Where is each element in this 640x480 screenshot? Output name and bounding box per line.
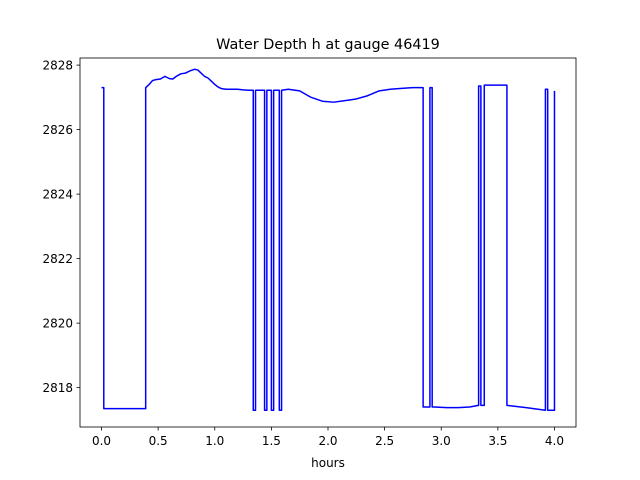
x-tick-label: 2.5 [375, 434, 394, 448]
x-tick-label: 3.5 [488, 434, 507, 448]
y-tick-label: 2822 [42, 252, 73, 266]
x-tick-label: 0.5 [149, 434, 168, 448]
x-tick-label: 1.5 [262, 434, 281, 448]
y-axis: 2818 2820 2822 2824 2826 2828 [42, 58, 80, 395]
y-tick-label: 2828 [42, 58, 73, 72]
x-axis-label: hours [311, 456, 345, 470]
y-tick-label: 2820 [42, 316, 73, 330]
x-tick-label: 3.0 [432, 434, 451, 448]
x-tick-label: 2.0 [318, 434, 337, 448]
plot-frame [79, 57, 577, 428]
x-tick-label: 0.0 [92, 434, 111, 448]
chart-title: Water Depth h at gauge 46419 [216, 37, 440, 53]
y-tick-label: 2824 [42, 187, 73, 201]
y-tick-label: 2818 [42, 381, 73, 395]
x-tick-label: 1.0 [205, 434, 224, 448]
y-tick-label: 2826 [42, 123, 73, 137]
series-line [101, 68, 556, 411]
x-axis: 0.0 0.5 1.0 1.5 2.0 2.5 3.0 3.5 4.0 [92, 427, 564, 448]
x-tick-label: 4.0 [545, 434, 564, 448]
plot-area [79, 57, 577, 428]
